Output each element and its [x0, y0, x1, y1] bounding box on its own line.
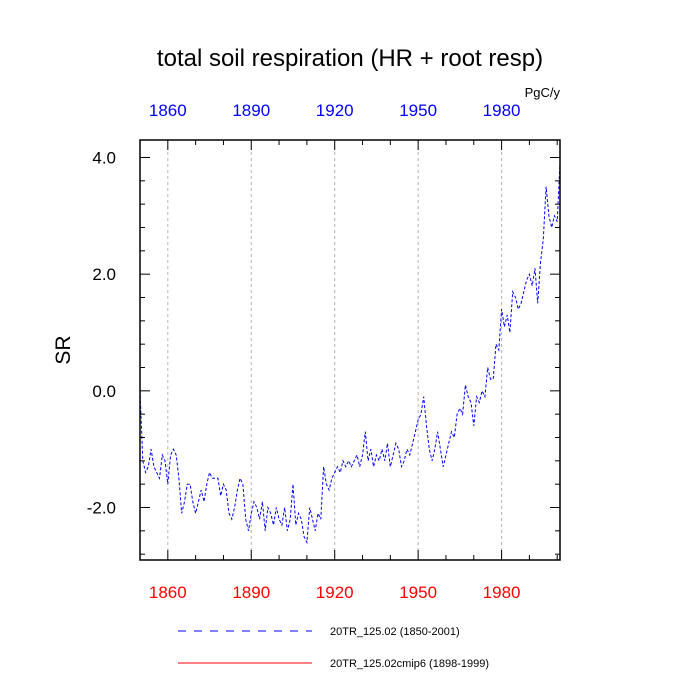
series-line-0: [139, 163, 561, 545]
legend-label-0: 20TR_125.02 (1850-2001): [330, 626, 460, 638]
x-tick-label-bottom: 1860: [149, 583, 187, 602]
legend-label-1: 20TR_125.02cmip6 (1898-1999): [330, 658, 489, 670]
x-tick-label-top: 1920: [316, 101, 354, 120]
tick-labels: 1860 1860 1890 1890 1920 1920 1950 1950 1980 1980…: [87, 101, 521, 602]
x-tick-label-top: 1950: [399, 101, 437, 120]
units-label: PgC/y: [525, 85, 561, 100]
x-tick-label-top: 1860: [149, 101, 187, 120]
legend: 20TR_125.02 (1850-2001) 20TR_125.02cmip6 …: [178, 626, 489, 670]
y-tick-label: 0.0: [92, 382, 116, 401]
plot-lines: [139, 163, 561, 545]
x-tick-label-bottom: 1920: [316, 583, 354, 602]
axis-ticks: [139, 140, 560, 560]
x-tick-label-top: 1890: [232, 101, 270, 120]
plot-frame: [139, 139, 561, 561]
x-tick-label-bottom: 1980: [483, 583, 521, 602]
y-tick-label: 2.0: [92, 265, 116, 284]
y-tick-label: 4.0: [92, 149, 116, 168]
chart-title: total soil respiration (HR + root resp): [157, 45, 543, 72]
x-tick-label-bottom: 1890: [232, 583, 270, 602]
gridlines: [167, 140, 503, 560]
x-tick-label-top: 1980: [483, 101, 521, 120]
y-tick-label: -2.0: [87, 499, 116, 518]
y-axis-label: SR: [52, 335, 75, 364]
x-tick-label-bottom: 1950: [399, 583, 437, 602]
